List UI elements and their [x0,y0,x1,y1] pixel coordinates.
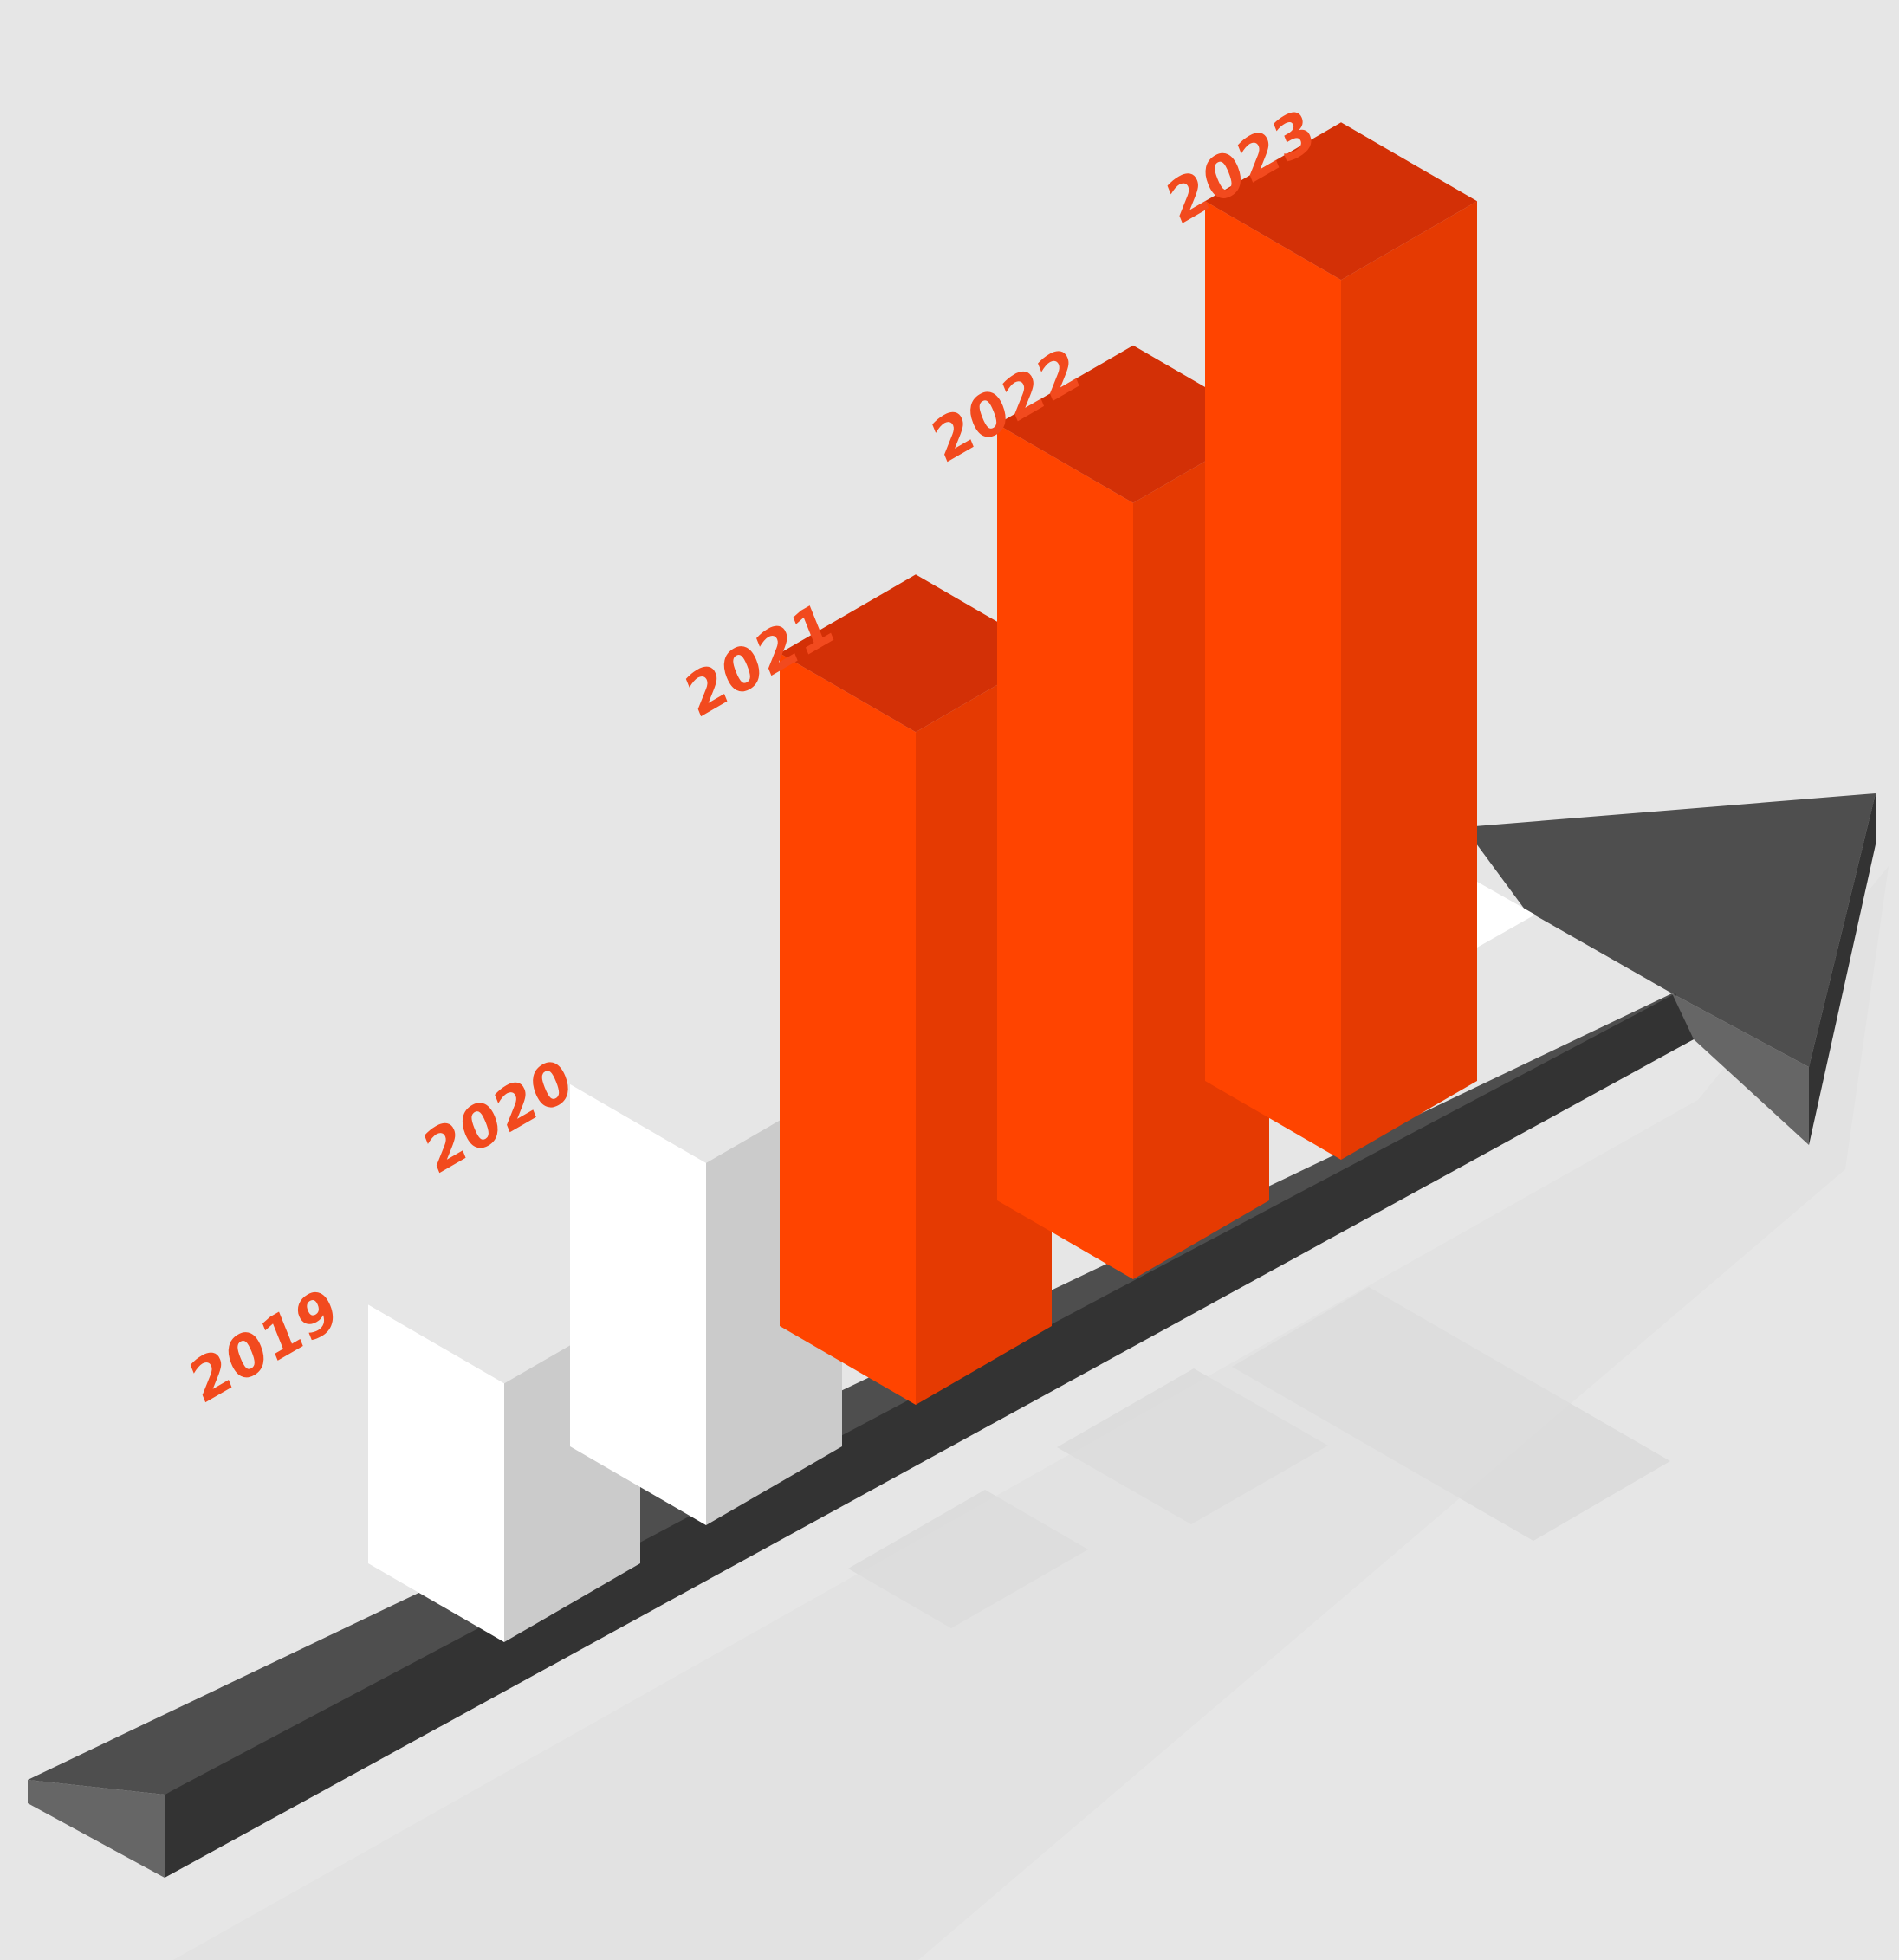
year-label-2019: 2019 [181,1273,347,1418]
arrowhead-notch [1477,882,1535,948]
ground-shadows [173,866,1889,1960]
bar-front-2023 [1205,201,1341,1160]
bars [368,122,1477,1642]
bar-side-2023 [1341,201,1477,1160]
arrowhead-edge [1809,793,1876,1145]
bar-front-2019 [368,1304,504,1642]
bar-front-2022 [997,424,1133,1279]
arrow-shadow [173,866,1889,1960]
bar-top-2023 [1205,122,1477,281]
arrow-end-cap [28,1780,165,1878]
bar-2023 [1205,122,1477,1160]
bar-top-2022 [997,345,1269,503]
bar-front-2020 [570,1083,706,1525]
bar-2021 [780,574,1052,1405]
arrowhead-top [1464,793,1876,1067]
bar-front-2021 [780,653,916,1405]
arrow-shaft-front [165,993,1694,1878]
arrowhead-face [1672,993,1809,1145]
bar-top-2021 [780,574,1052,733]
bar-top-2020 [570,1005,842,1163]
year-label-2020: 2020 [415,1044,581,1188]
